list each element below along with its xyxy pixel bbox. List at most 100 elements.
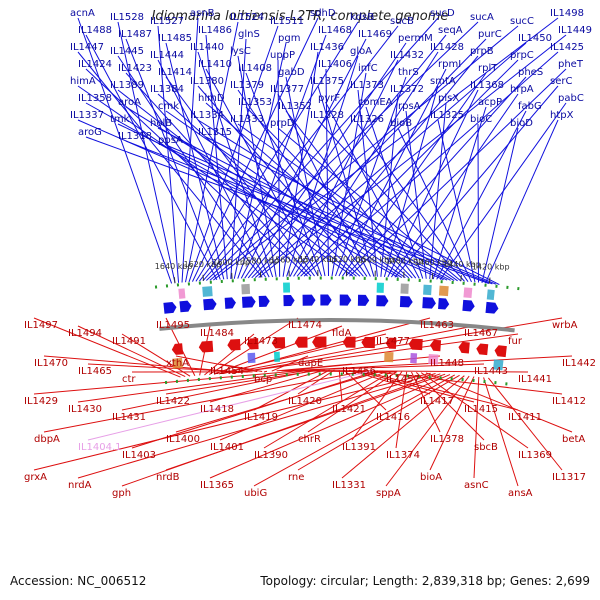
gene-label-forward: IL1424 <box>78 59 112 70</box>
label-connector <box>181 17 199 283</box>
label-connector <box>213 17 559 281</box>
gene-label-forward: tmk <box>110 114 130 125</box>
label-connector <box>197 85 364 277</box>
gene-label-forward: IL1373 <box>350 80 384 91</box>
kbp-tick-label: 1420 kbp <box>472 263 510 272</box>
feature-block <box>410 353 418 364</box>
label-connector <box>483 377 519 487</box>
feature-block <box>438 285 449 297</box>
gene-label-reverse: IL1390 <box>254 450 288 461</box>
kbp-tick-label: 1580 kbp <box>241 256 279 265</box>
label-connector <box>247 34 447 279</box>
gene-label-reverse: IL1429 <box>24 396 58 407</box>
kbp-tick-label: 1500 kbp <box>357 256 395 265</box>
gene-label-reverse: ansA <box>508 488 533 499</box>
gene-label-forward: IL1486 <box>198 25 232 36</box>
gene-label-forward: infC <box>358 63 378 74</box>
label-connector <box>387 89 479 278</box>
label-connector <box>487 377 563 471</box>
gene-label-reverse: IL1317 <box>552 472 586 483</box>
label-connector <box>244 42 407 279</box>
label-connector <box>77 373 436 479</box>
label-connector <box>185 21 239 283</box>
gene-label-reverse: IL1404.1 <box>78 442 122 453</box>
feature-block <box>178 288 186 299</box>
label-connector <box>204 333 255 376</box>
gene-arrow <box>203 298 217 311</box>
map-title: Idiomarina loihiensis L2TR, complete gen… <box>151 9 449 24</box>
gene-label-forward: IL1511 <box>270 16 304 27</box>
label-connector <box>85 34 218 281</box>
label-connector <box>237 123 458 282</box>
gene-label-reverse: bioA <box>420 472 442 483</box>
gene-label-forward: smtA <box>430 76 456 87</box>
gene-label-forward: fabG <box>518 101 542 112</box>
gene-label-reverse: IL1448 <box>430 358 464 369</box>
gene-label-reverse: IL1494 <box>68 328 102 339</box>
gene-arrow <box>246 338 259 350</box>
gene-arrow <box>430 339 442 352</box>
label-connector <box>405 110 427 279</box>
label-connector <box>157 127 451 281</box>
gene-label-forward: IL1469 <box>358 29 392 40</box>
gene-label-reverse: IL1484 <box>200 328 234 339</box>
gene-label-reverse: IL1400 <box>166 434 200 445</box>
label-connector <box>223 317 431 375</box>
gene-label-forward: thrS <box>398 67 419 78</box>
gene-label-forward: IL1318 <box>118 131 152 142</box>
label-connector <box>157 25 180 283</box>
kbp-tick <box>488 277 491 284</box>
gene-label-forward: IL1440 <box>190 42 224 53</box>
gene-label-forward: IL1498 <box>550 8 584 19</box>
gene-arrow <box>171 343 184 355</box>
label-connector <box>121 333 191 377</box>
gene-label-reverse: IL1474 <box>288 320 322 331</box>
label-connector <box>165 369 321 395</box>
label-connector <box>245 72 322 277</box>
gene-label-forward: bioB <box>390 118 412 129</box>
gene-label-reverse: gph <box>112 488 131 499</box>
gene-label-forward: hrpA <box>510 84 534 95</box>
gene-label-forward: sucC <box>510 16 534 27</box>
label-connector <box>303 51 559 277</box>
gene-label-forward: htpX <box>550 110 574 121</box>
label-connector <box>157 93 361 277</box>
gene-label-forward: IL1389 <box>110 80 144 91</box>
label-connector <box>233 333 519 374</box>
gene-label-reverse: IL1441 <box>518 374 552 385</box>
feature-block <box>384 351 394 363</box>
gene-label-forward: IL1528 <box>110 12 144 23</box>
gene-label-reverse: dapE <box>298 358 323 369</box>
gene-arrow <box>163 301 177 314</box>
gene-arrow <box>422 297 436 309</box>
gene-label-forward: pyrF <box>318 93 340 104</box>
gene-label-forward: rplT <box>478 63 498 74</box>
label-connector <box>233 42 287 279</box>
gene-label-forward: IL1410 <box>198 59 232 70</box>
gene-label-forward: prpB <box>470 46 494 57</box>
gene-label-forward: gabD <box>278 67 305 78</box>
gene-label-forward: acpP <box>478 97 502 108</box>
feature-block <box>493 359 504 371</box>
gene-label-forward: IL1485 <box>158 33 192 44</box>
label-connector <box>380 93 399 277</box>
gene-label-reverse: IL1378 <box>430 434 464 445</box>
gene-label-forward: IL1425 <box>550 42 584 53</box>
feature-block <box>202 286 213 297</box>
gene-label-reverse: IL1374 <box>386 450 420 461</box>
label-connector <box>206 21 479 281</box>
label-connector <box>436 110 527 280</box>
label-connector <box>117 89 357 277</box>
gene-label-forward: IL1358 <box>78 93 112 104</box>
gene-label-forward: IL1444 <box>150 50 184 61</box>
gene-label-forward: IL1384 <box>150 84 184 95</box>
gene-label-forward: permM <box>398 33 433 44</box>
gene-label-forward: pgm <box>278 33 300 44</box>
feature-block <box>247 352 256 364</box>
gene-label-reverse: dbpA <box>34 434 60 445</box>
gene-arrow <box>408 338 423 351</box>
gene-label-forward: IL1333 <box>230 114 264 125</box>
gene-label-reverse: IL1465 <box>78 366 112 377</box>
gene-arrow <box>485 301 499 314</box>
gene-label-reverse: IL1454 <box>210 366 244 377</box>
